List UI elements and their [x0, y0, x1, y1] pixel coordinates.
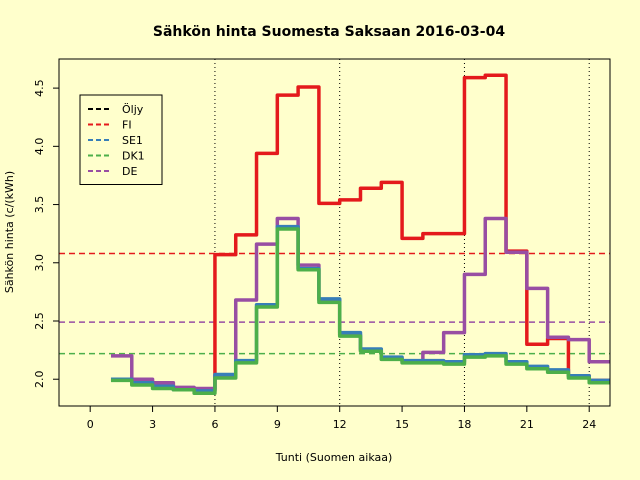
chart-title: Sähkön hinta Suomesta Saksaan 2016-03-04 — [153, 24, 505, 40]
legend: Öljy FI SE1 DK1 DE — [79, 94, 163, 185]
x-tick-label: 15 — [395, 418, 409, 431]
legend-label: FI — [122, 119, 132, 132]
legend-label: SE1 — [122, 134, 143, 147]
plot-frame — [58, 58, 611, 407]
x-tick-label: 21 — [520, 418, 534, 431]
x-tick-label: 6 — [211, 418, 218, 431]
legend-label: Öljy — [122, 103, 144, 116]
x-tick-label: 0 — [87, 418, 94, 431]
x-axis: 0 3 6 9 12 15 18 21 24 — [87, 406, 596, 431]
x-tick-label: 18 — [457, 418, 471, 431]
y-tick-label: 4.0 — [33, 138, 46, 156]
legend-label: DE — [122, 165, 137, 178]
x-tick-label: 3 — [149, 418, 156, 431]
y-tick-label: 2.0 — [33, 370, 46, 388]
x-tick-label: 12 — [333, 418, 347, 431]
plot-area — [59, 59, 610, 406]
series-line-dk1 — [110, 227, 610, 395]
y-tick-label: 4.5 — [33, 79, 46, 97]
y-tick-label: 3.5 — [33, 196, 46, 214]
x-axis-label: Tunti (Suomen aikaa) — [275, 451, 393, 464]
y-tick-label: 3.0 — [33, 254, 46, 272]
y-axis: 2.0 2.5 3.0 3.5 4.0 4.5 — [33, 79, 59, 388]
x-tick-label: 24 — [582, 418, 596, 431]
y-tick-label: 2.5 — [33, 312, 46, 330]
series-line-se1 — [110, 224, 610, 393]
legend-box — [79, 94, 163, 185]
legend-label: DK1 — [122, 150, 145, 163]
series-line-de — [110, 216, 610, 391]
y-axis-label: Sähkön hinta (c/(kWh) — [3, 171, 16, 293]
x-tick-label: 9 — [274, 418, 281, 431]
